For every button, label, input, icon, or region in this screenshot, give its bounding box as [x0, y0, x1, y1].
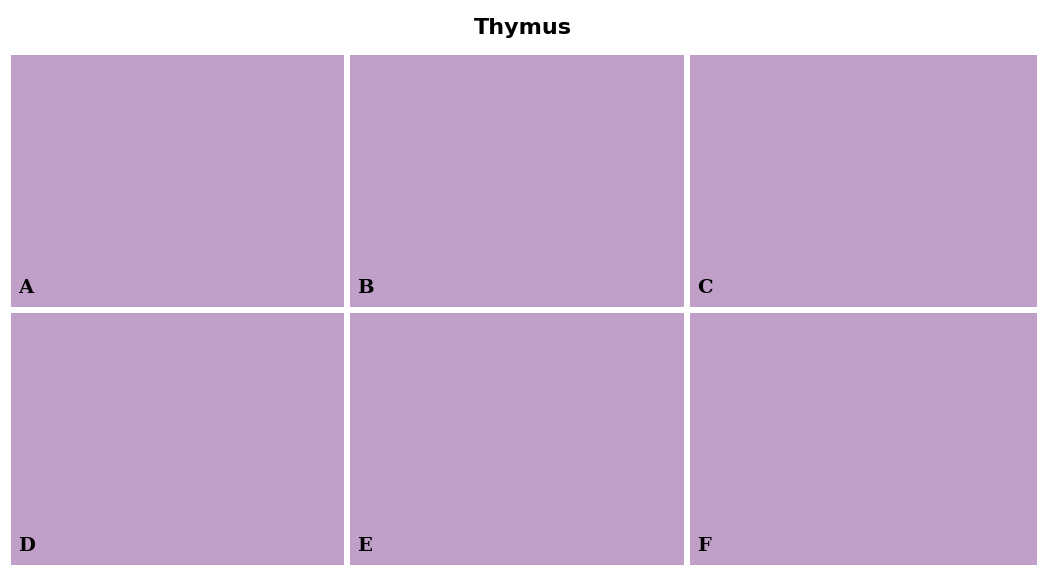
- Text: C: C: [697, 279, 713, 297]
- Text: Thymus: Thymus: [473, 18, 572, 38]
- Text: F: F: [697, 537, 711, 555]
- Text: A: A: [18, 279, 32, 297]
- Text: B: B: [356, 279, 373, 297]
- Text: D: D: [18, 537, 34, 555]
- Text: E: E: [356, 537, 372, 555]
